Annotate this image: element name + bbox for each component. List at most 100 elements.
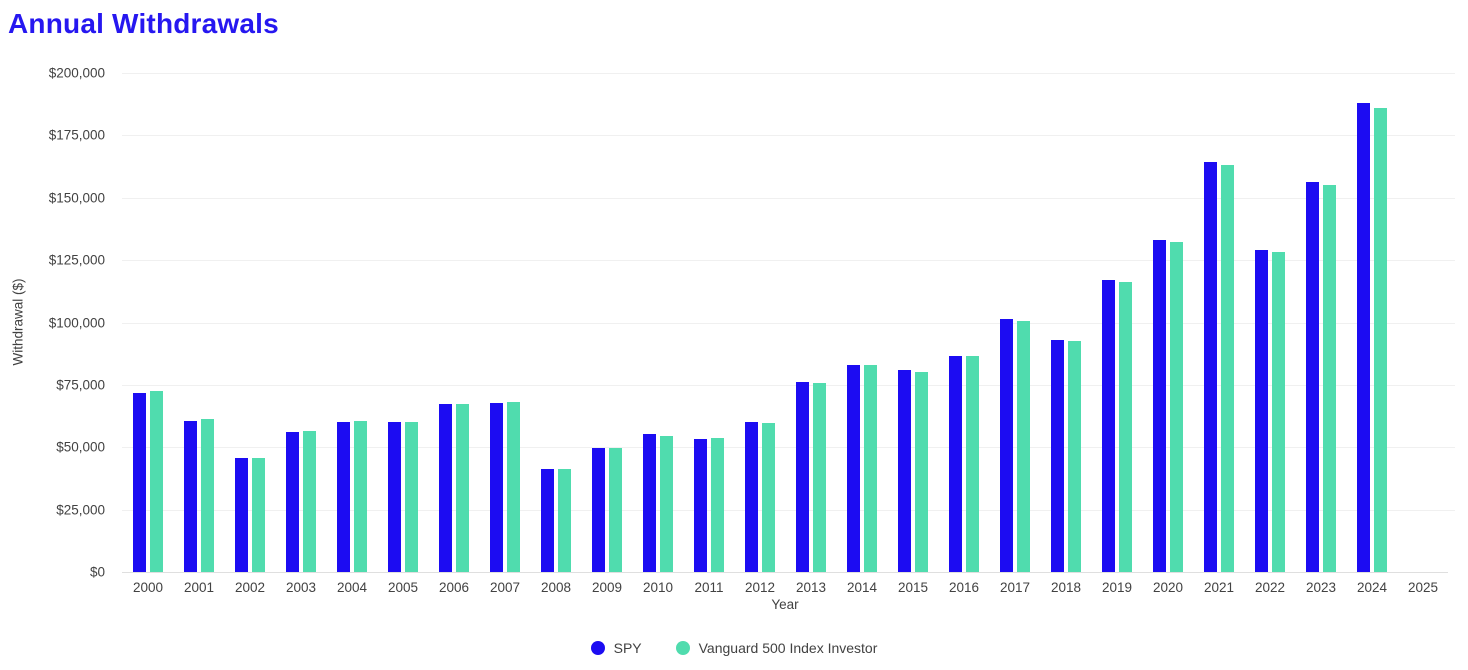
- y-tick-label: $0: [89, 564, 105, 580]
- y-tick-label: $200,000: [48, 65, 105, 81]
- bar-vanguard-500-index-investor-2014[interactable]: [864, 365, 877, 572]
- bar-spy-2023[interactable]: [1306, 182, 1319, 572]
- bar-vanguard-500-index-investor-2010[interactable]: [660, 436, 673, 572]
- bar-vanguard-500-index-investor-2011[interactable]: [711, 438, 724, 572]
- bar-vanguard-500-index-investor-2013[interactable]: [813, 383, 826, 572]
- bar-vanguard-500-index-investor-2023[interactable]: [1323, 185, 1336, 572]
- x-tick-label-2008: 2008: [540, 580, 572, 595]
- x-tick-label-2001: 2001: [183, 580, 215, 595]
- bar-spy-2008[interactable]: [541, 469, 554, 572]
- bar-vanguard-500-index-investor-2000[interactable]: [150, 391, 163, 572]
- bar-spy-2004[interactable]: [337, 422, 350, 572]
- bar-vanguard-500-index-investor-2020[interactable]: [1170, 242, 1183, 572]
- bar-spy-2006[interactable]: [439, 404, 452, 572]
- x-tick-label-2022: 2022: [1254, 580, 1286, 595]
- bar-spy-2000[interactable]: [133, 393, 146, 572]
- x-tick-label-2011: 2011: [694, 580, 724, 595]
- bar-spy-2005[interactable]: [388, 422, 401, 572]
- x-tick-label-2016: 2016: [948, 580, 980, 595]
- legend-item-spy[interactable]: SPY: [590, 640, 642, 656]
- bar-vanguard-500-index-investor-2022[interactable]: [1272, 252, 1285, 572]
- bar-spy-2018[interactable]: [1051, 340, 1064, 572]
- gridline: [122, 447, 1455, 448]
- bar-vanguard-500-index-investor-2006[interactable]: [456, 404, 469, 572]
- x-tick-label-2015: 2015: [897, 580, 929, 595]
- chart-legend: SPY Vanguard 500 Index Investor: [0, 640, 1468, 656]
- x-tick-label-2000: 2000: [132, 580, 164, 595]
- gridline: [122, 510, 1455, 511]
- x-tick-label-2017: 2017: [999, 580, 1031, 595]
- bar-vanguard-500-index-investor-2019[interactable]: [1119, 282, 1132, 572]
- legend-label: SPY: [613, 640, 642, 656]
- x-tick-label-2025: 2025: [1407, 580, 1439, 595]
- x-tick-label-2005: 2005: [387, 580, 419, 595]
- bar-spy-2020[interactable]: [1153, 240, 1166, 572]
- bar-vanguard-500-index-investor-2001[interactable]: [201, 419, 214, 572]
- bar-vanguard-500-index-investor-2017[interactable]: [1017, 321, 1030, 572]
- legend-item-vanguard[interactable]: Vanguard 500 Index Investor: [675, 640, 878, 656]
- y-tick-label: $75,000: [56, 377, 105, 393]
- bar-vanguard-500-index-investor-2018[interactable]: [1068, 341, 1081, 572]
- bar-vanguard-500-index-investor-2004[interactable]: [354, 421, 367, 572]
- bar-spy-2015[interactable]: [898, 370, 911, 572]
- x-axis-line: [122, 572, 1448, 573]
- y-tick-label: $125,000: [48, 252, 105, 268]
- bar-vanguard-500-index-investor-2005[interactable]: [405, 422, 418, 572]
- bar-spy-2014[interactable]: [847, 365, 860, 572]
- bar-spy-2011[interactable]: [694, 439, 707, 572]
- bar-vanguard-500-index-investor-2002[interactable]: [252, 458, 265, 572]
- bar-vanguard-500-index-investor-2007[interactable]: [507, 402, 520, 572]
- gridline: [122, 135, 1455, 136]
- bar-spy-2010[interactable]: [643, 434, 656, 572]
- gridline: [122, 73, 1455, 74]
- y-axis: $0 $25,000 $50,000 $75,000 $100,000 $125,000 $…: [0, 66, 105, 580]
- bar-spy-2001[interactable]: [184, 421, 197, 572]
- bar-spy-2003[interactable]: [286, 432, 299, 572]
- bar-spy-2002[interactable]: [235, 458, 248, 572]
- x-tick-label-2018: 2018: [1050, 580, 1082, 595]
- bar-vanguard-500-index-investor-2012[interactable]: [762, 423, 775, 572]
- bar-spy-2016[interactable]: [949, 356, 962, 572]
- bar-vanguard-500-index-investor-2015[interactable]: [915, 372, 928, 572]
- x-tick-label-2019: 2019: [1101, 580, 1133, 595]
- x-tick-label-2004: 2004: [336, 580, 368, 595]
- y-tick-label: $150,000: [48, 190, 105, 206]
- bar-vanguard-500-index-investor-2016[interactable]: [966, 356, 979, 572]
- x-tick-label-2003: 2003: [285, 580, 317, 595]
- x-tick-label-2006: 2006: [438, 580, 470, 595]
- x-tick-label-2002: 2002: [234, 580, 266, 595]
- x-tick-label-2007: 2007: [489, 580, 521, 595]
- x-tick-label-2009: 2009: [591, 580, 623, 595]
- page-title: Annual Withdrawals: [8, 8, 279, 39]
- bar-spy-2022[interactable]: [1255, 250, 1268, 572]
- x-tick-label-2024: 2024: [1356, 580, 1388, 595]
- x-tick-label-2012: 2012: [744, 580, 776, 595]
- bar-vanguard-500-index-investor-2024[interactable]: [1374, 108, 1387, 572]
- bar-spy-2013[interactable]: [796, 382, 809, 572]
- bar-spy-2024[interactable]: [1357, 103, 1370, 572]
- gridline: [122, 198, 1455, 199]
- bar-spy-2019[interactable]: [1102, 280, 1115, 572]
- bar-spy-2012[interactable]: [745, 422, 758, 572]
- bar-vanguard-500-index-investor-2008[interactable]: [558, 469, 571, 572]
- x-tick-label-2013: 2013: [795, 580, 827, 595]
- y-tick-label: $100,000: [48, 315, 105, 331]
- gridline: [122, 323, 1455, 324]
- x-tick-label-2020: 2020: [1152, 580, 1184, 595]
- bar-vanguard-500-index-investor-2021[interactable]: [1221, 165, 1234, 572]
- bar-chart-plot-area: 2000 2001 2002 2003 2004 2005 2006 2007 2008 2009…: [122, 73, 1455, 595]
- bar-spy-2017[interactable]: [1000, 319, 1013, 572]
- bar-spy-2007[interactable]: [490, 403, 503, 572]
- bar-vanguard-500-index-investor-2003[interactable]: [303, 431, 316, 572]
- x-tick-label-2010: 2010: [642, 580, 674, 595]
- x-tick-label-2014: 2014: [846, 580, 878, 595]
- bar-spy-2021[interactable]: [1204, 162, 1217, 572]
- bar-spy-2009[interactable]: [592, 448, 605, 572]
- y-tick-label: $175,000: [48, 127, 105, 143]
- y-tick-label: $50,000: [56, 439, 105, 455]
- gridline: [122, 260, 1455, 261]
- gridline: [122, 385, 1455, 386]
- y-tick-label: $25,000: [56, 502, 105, 518]
- bar-vanguard-500-index-investor-2009[interactable]: [609, 448, 622, 572]
- legend-label: Vanguard 500 Index Investor: [698, 640, 878, 656]
